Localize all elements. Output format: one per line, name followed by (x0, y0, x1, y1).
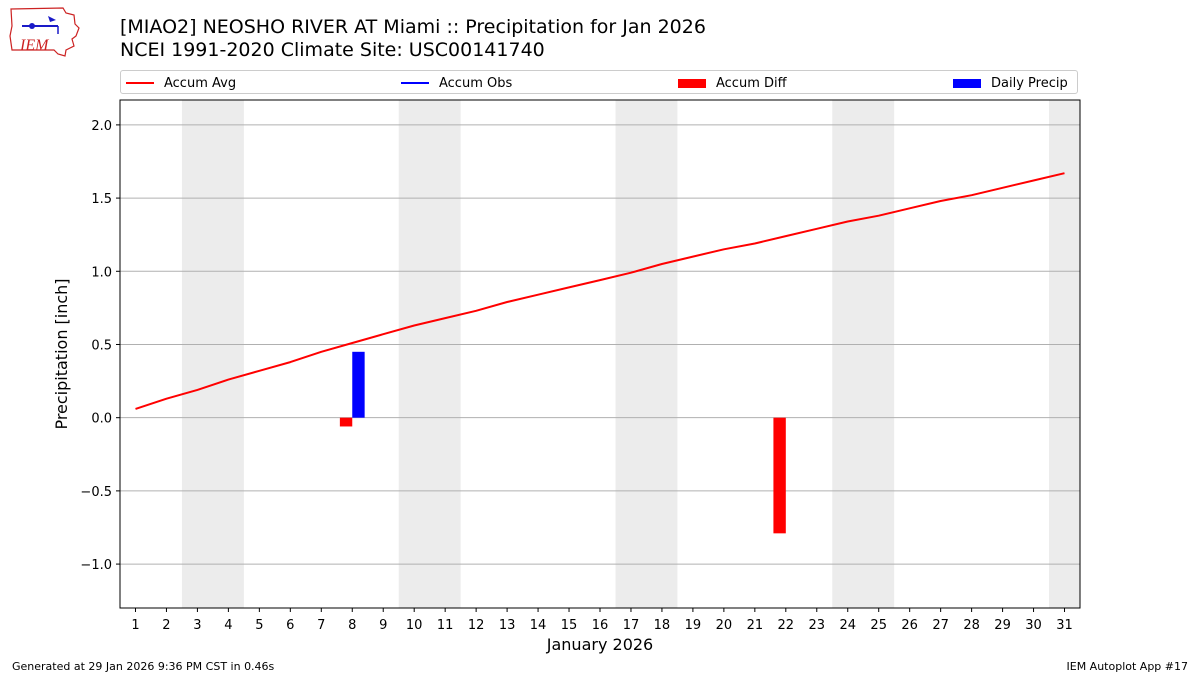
x-tick-label: 12 (468, 618, 485, 633)
logo-text: IEM (19, 37, 50, 54)
legend-item-accum-diff: Accum Diff (678, 74, 787, 92)
accum-avg-line (135, 172, 1065, 410)
y-axis-label: Precipitation [inch] (52, 278, 71, 429)
legend-label-accum-obs: Accum Obs (439, 75, 513, 91)
weekend-shade-3 (832, 100, 895, 608)
generated-timestamp: Generated at 29 Jan 2026 9:36 PM CST in … (12, 660, 275, 673)
x-tick-label: 25 (870, 618, 887, 633)
x-tick-label: 21 (747, 618, 764, 633)
x-tick-label: 13 (499, 618, 516, 633)
x-tick-label: 8 (348, 618, 356, 633)
x-tick-label: 9 (379, 618, 387, 633)
legend-swatch-accum-obs (401, 82, 429, 84)
daily-precip-bar-day-8 (352, 351, 365, 418)
weekend-shade-1 (398, 100, 461, 608)
x-tick-label: 31 (1056, 618, 1073, 633)
x-tick-label: 22 (778, 618, 795, 633)
x-tick-label: 16 (592, 618, 609, 633)
x-tick-label: 15 (561, 618, 578, 633)
legend-swatch-accum-diff (678, 78, 706, 88)
chart-title: [MIAO2] NEOSHO RIVER AT Miami :: Precipi… (120, 16, 706, 38)
x-tick-label: 14 (530, 618, 547, 633)
legend-label-accum-diff: Accum Diff (716, 75, 787, 91)
legend-label-accum-avg: Accum Avg (164, 75, 237, 91)
weekend-shade-0 (181, 100, 244, 608)
iem-logo: IEM (9, 7, 80, 57)
x-tick-label: 7 (317, 618, 325, 633)
y-tick-label: 1.0 (91, 265, 112, 280)
accum-diff-bar-day-22 (773, 417, 786, 534)
x-tick-label: 20 (716, 618, 733, 633)
weekend-shade-2 (615, 100, 678, 608)
x-tick-label: 27 (932, 618, 949, 633)
y-tick-label: 0.5 (91, 338, 112, 353)
y-tick-label: −0.5 (80, 485, 112, 500)
x-axis-label: January 2026 (546, 635, 653, 654)
x-tick-label: 29 (994, 618, 1011, 633)
x-tick-label: 24 (839, 618, 856, 633)
x-tick-label: 10 (406, 618, 423, 633)
x-tick-label: 30 (1025, 618, 1042, 633)
x-tick-label: 1 (131, 618, 139, 633)
chart-subtitle: NCEI 1991-2020 Climate Site: USC00141740 (120, 39, 545, 61)
legend-item-accum-obs: Accum Obs (401, 74, 512, 92)
x-tick-label: 26 (901, 618, 918, 633)
legend-item-accum-avg: Accum Avg (126, 74, 236, 92)
weekend-shade-4 (1049, 100, 1080, 608)
x-tick-label: 28 (963, 618, 980, 633)
x-tick-label: 19 (685, 618, 702, 633)
plot-frame (119, 99, 1081, 609)
x-tick-label: 6 (286, 618, 294, 633)
y-tick-label: −1.0 (80, 558, 112, 573)
x-tick-label: 5 (255, 618, 263, 633)
y-tick-label: 0.0 (91, 412, 112, 427)
x-tick-label: 2 (162, 618, 170, 633)
accum-diff-bar-day-8 (339, 417, 353, 427)
legend-swatch-accum-avg (126, 82, 154, 84)
x-tick-label: 3 (193, 618, 201, 633)
app-credit: IEM Autoplot App #17 (1066, 660, 1189, 673)
legend: Accum Avg Accum Obs Accum Diff Daily Pre… (120, 70, 1078, 94)
x-tick-label: 18 (654, 618, 671, 633)
legend-item-daily-precip: Daily Precip (953, 74, 1068, 92)
y-tick-label: 2.0 (91, 119, 112, 134)
legend-swatch-daily-precip (953, 78, 981, 88)
legend-label-daily-precip: Daily Precip (991, 75, 1068, 91)
x-tick-label: 23 (809, 618, 826, 633)
x-tick-label: 4 (224, 618, 232, 633)
x-tick-label: 17 (623, 618, 640, 633)
x-tick-label: 11 (437, 618, 454, 633)
y-tick-label: 1.5 (91, 192, 112, 207)
